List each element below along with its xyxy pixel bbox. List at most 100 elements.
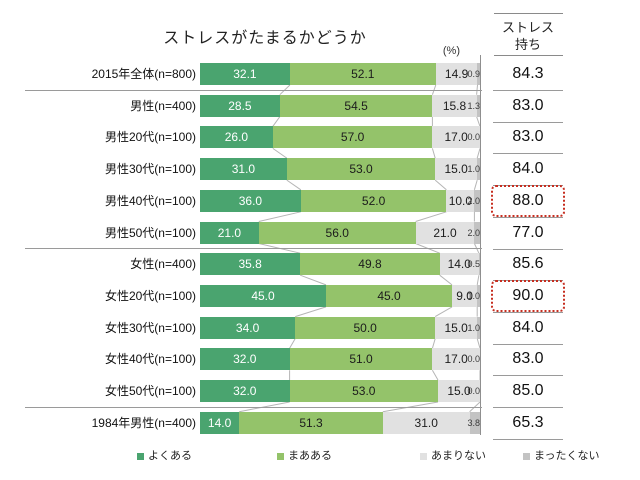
segment-value: 31.0 xyxy=(414,415,438,430)
bar-segment-yokuaru xyxy=(200,63,290,85)
legend-label: まったくない xyxy=(534,450,600,462)
segment-value: 31.0 xyxy=(231,162,256,177)
stress-value: 85.0 xyxy=(512,382,544,399)
segment-value: 32.0 xyxy=(233,352,257,367)
bar-segment-maa-aru xyxy=(326,284,452,307)
stress-column-rule xyxy=(493,121,563,123)
bar-segment-mattakunai xyxy=(478,253,481,276)
stress-value: 65.3 xyxy=(512,413,544,431)
legend-item: まったくない xyxy=(523,447,600,462)
bar-segment-mattakunai xyxy=(474,221,480,244)
segment-value-small: 0.0 xyxy=(467,354,480,365)
segment-value-small: 2.0 xyxy=(467,227,480,238)
chart-title: ストレスがたまるかどうか xyxy=(163,30,367,47)
segment-value: 51.3 xyxy=(299,415,323,430)
segment-value-small: 0.0 xyxy=(467,386,480,396)
segment-value-small: 1.3 xyxy=(467,100,480,111)
category-label: 男性(n=400) xyxy=(130,98,196,113)
segment-value-small: 3.8 xyxy=(467,417,480,428)
segment-value-small: 0.0 xyxy=(467,132,480,143)
stress-value: 88.0 xyxy=(512,191,544,209)
stress-value: 83.0 xyxy=(512,128,544,146)
category-label: 女性(n=400) xyxy=(130,257,196,272)
bar-segment-yokuaru xyxy=(200,189,301,212)
category-label: 男性50代(n=100) xyxy=(104,225,196,240)
bar-segment-amarinai xyxy=(432,126,480,149)
segment-value-small: 1.0 xyxy=(467,290,480,301)
segment-value: 45.0 xyxy=(377,288,401,303)
bar-segment-mattakunai xyxy=(477,63,480,85)
bar-segment-amarinai xyxy=(435,63,478,85)
segment-value: 14.0 xyxy=(207,415,232,430)
bar-segment-mattakunai xyxy=(469,411,481,434)
segment-value: 14.0 xyxy=(447,257,471,272)
legend-label: まあある xyxy=(288,450,332,462)
segment-value: 51.0 xyxy=(349,352,373,367)
segment-value: 21.0 xyxy=(217,225,242,240)
bar-segment-maa-aru xyxy=(279,94,433,117)
stress-column-rule xyxy=(493,438,563,440)
stress-value: 85.6 xyxy=(512,255,544,273)
stress-value: 77.0 xyxy=(512,223,544,241)
bar-segment-mattakunai xyxy=(477,158,480,181)
group-separator-rule xyxy=(25,406,482,408)
bar-segment-maa-aru xyxy=(289,348,433,371)
bar-segment-maa-aru xyxy=(289,380,438,402)
bar-segment-yokuaru xyxy=(200,94,280,117)
segment-value: 49.8 xyxy=(358,257,382,272)
group-separator-rule xyxy=(25,89,482,91)
stress-header-top-rule xyxy=(494,13,563,14)
bar-segment-yokuaru xyxy=(200,253,301,276)
stress-column-rule xyxy=(493,375,563,377)
bar-segment-yokuaru xyxy=(200,411,240,434)
stress-header-bottom-rule xyxy=(494,55,563,56)
bar-segment-mattakunai xyxy=(477,284,480,307)
category-label: 女性20代(n=100) xyxy=(104,288,196,303)
bar-segment-yokuaru xyxy=(200,380,290,402)
bar-segment-amarinai xyxy=(435,158,478,181)
bar-segment-yokuaru xyxy=(200,316,296,339)
stress-value: 90.0 xyxy=(512,286,544,304)
segment-value: 52.1 xyxy=(351,67,375,81)
bar-segment-yokuaru xyxy=(200,221,259,244)
segment-value-small: 1.0 xyxy=(467,322,480,333)
stress-column-rule xyxy=(493,90,563,91)
segment-value: 35.8 xyxy=(238,257,262,272)
bar-segment-mattakunai xyxy=(474,189,480,212)
legend-item: あまりない xyxy=(420,447,486,462)
bar-segment-maa-aru xyxy=(286,158,436,181)
category-label: 男性40代(n=100) xyxy=(104,193,196,208)
segment-value: 56.0 xyxy=(325,225,349,240)
segment-value: 36.0 xyxy=(238,193,263,208)
stress-column-header-line2: 持ち xyxy=(514,37,541,52)
stress-value: 83.0 xyxy=(512,350,544,368)
percent-axis-label: (%) xyxy=(442,45,460,57)
bar-segment-amarinai xyxy=(432,94,477,117)
highlight-box xyxy=(491,184,565,217)
category-label: 男性20代(n=100) xyxy=(104,130,196,145)
stress-value: 83.0 xyxy=(512,96,544,114)
segment-value: 26.0 xyxy=(224,130,249,145)
category-label: 女性50代(n=100) xyxy=(104,384,196,398)
stress-value: 84.3 xyxy=(512,65,544,82)
bar-segment-amarinai xyxy=(438,380,480,402)
bar-segment-amarinai xyxy=(382,411,470,434)
segment-value: 15.0 xyxy=(444,320,468,335)
bar-segment-maa-aru xyxy=(289,63,436,85)
bar-segment-yokuaru xyxy=(200,126,273,149)
category-label: 女性40代(n=100) xyxy=(104,352,196,367)
segment-value: 17.0 xyxy=(444,352,468,367)
bar-segment-maa-aru xyxy=(300,189,447,212)
legend-item: まあある xyxy=(277,447,332,462)
segment-value: 57.0 xyxy=(340,130,365,145)
category-label: 女性30代(n=100) xyxy=(104,320,196,335)
segment-value: 21.0 xyxy=(433,225,457,240)
bar-segment-maa-aru xyxy=(258,221,416,244)
bar-segment-amarinai xyxy=(439,253,479,276)
stress-column-rule xyxy=(493,153,563,155)
segment-value: 45.0 xyxy=(251,288,275,303)
segment-value: 54.5 xyxy=(344,98,368,113)
segment-value: 15.0 xyxy=(447,384,471,398)
highlight-box xyxy=(491,279,565,312)
